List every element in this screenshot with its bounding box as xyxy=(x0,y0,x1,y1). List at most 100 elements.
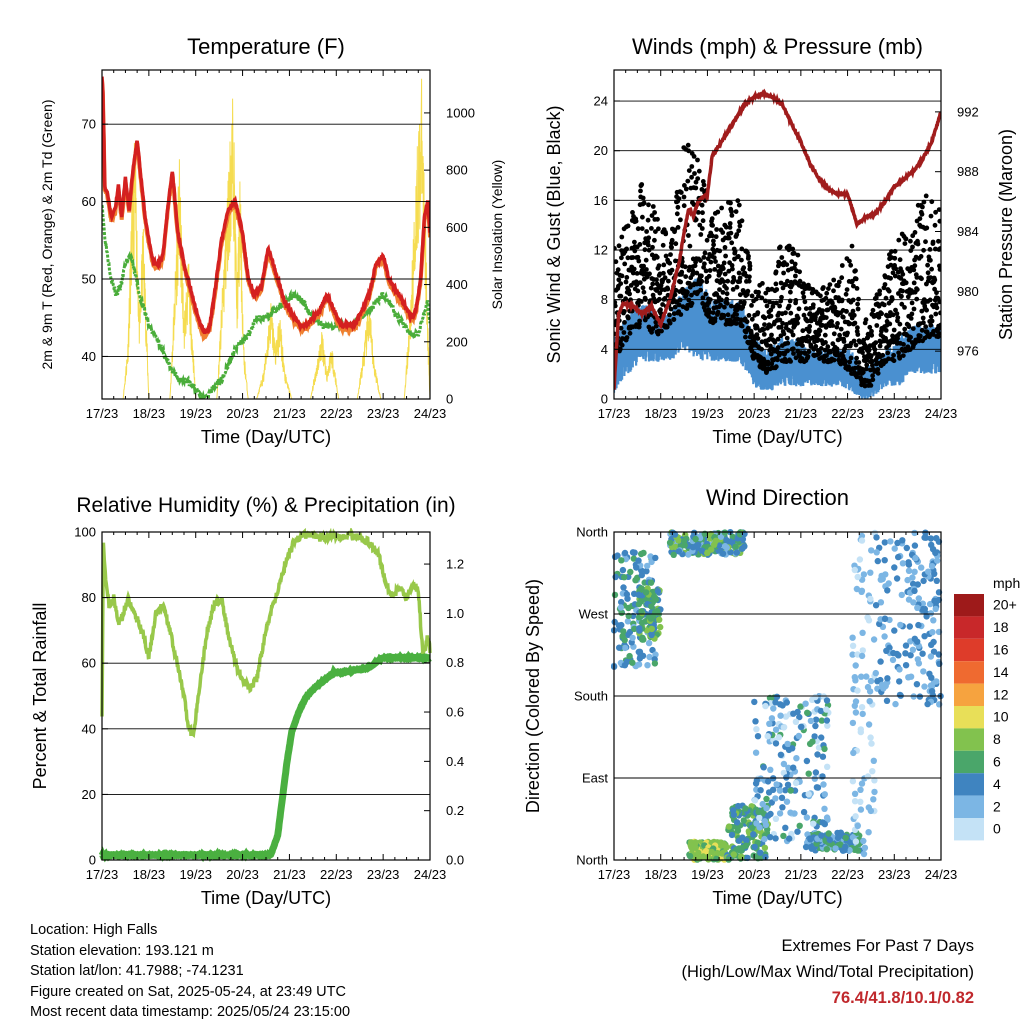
wind-direction-point xyxy=(867,595,874,603)
wind-direction-point xyxy=(870,796,877,803)
gust-point xyxy=(908,316,914,321)
wind-direction-point xyxy=(851,566,858,574)
gust-point xyxy=(695,210,701,215)
gust-point xyxy=(928,257,933,263)
wind-direction-point xyxy=(752,718,759,725)
wind-direction-point xyxy=(854,573,861,581)
gust-point xyxy=(809,290,815,296)
gust-point xyxy=(894,311,900,316)
gust-point xyxy=(896,350,901,356)
wind-direction-point xyxy=(909,646,917,653)
chart3-xtick-label: 22/23 xyxy=(320,867,353,882)
wind-direction-point xyxy=(648,631,655,639)
chart1-ytick-label: 60 xyxy=(82,194,96,209)
gust-point xyxy=(937,267,941,272)
gust-point xyxy=(636,258,642,264)
wind-direction-point xyxy=(649,646,656,654)
gust-point xyxy=(737,275,743,281)
gust-point xyxy=(664,324,670,330)
chart2-ytick-right-label: 988 xyxy=(957,164,979,179)
gust-point xyxy=(897,257,903,263)
wind-direction-point xyxy=(852,709,860,716)
chart1-ylabel-right: Solar Insolation (Yellow) xyxy=(489,160,505,310)
gust-point xyxy=(831,357,837,363)
wind-direction-point xyxy=(865,617,873,624)
gust-point xyxy=(853,342,859,348)
gust-point xyxy=(781,331,787,337)
gust-point xyxy=(641,289,647,295)
gust-point xyxy=(686,168,692,174)
gust-point xyxy=(722,245,728,250)
wind-direction-point xyxy=(881,539,888,546)
gust-point xyxy=(649,252,655,258)
wind-direction-point xyxy=(902,642,910,649)
gust-point xyxy=(917,333,923,339)
gust-point xyxy=(728,200,733,206)
chart3-xlabel: Time (Day/UTC) xyxy=(201,888,331,908)
gust-point xyxy=(703,268,709,274)
gust-point xyxy=(618,281,624,286)
gust-point xyxy=(747,263,753,269)
gust-point xyxy=(619,342,625,348)
gust-point xyxy=(938,322,941,328)
wind-direction-point xyxy=(809,738,816,745)
wind-direction-point xyxy=(804,709,811,716)
gust-point xyxy=(615,267,621,273)
gust-point xyxy=(665,286,671,292)
gust-point xyxy=(733,321,739,326)
wind-direction-point xyxy=(920,577,927,585)
extremes-values: 76.4/41.8/10.1/0.82 xyxy=(831,989,974,1007)
gust-point xyxy=(902,305,907,310)
wind-direction-point xyxy=(624,618,632,625)
gust-point xyxy=(726,235,732,241)
wind-direction-point xyxy=(891,545,898,552)
wind-direction-point xyxy=(867,677,875,685)
wind-direction-point xyxy=(821,805,828,812)
wind-direction-point xyxy=(728,831,736,839)
wind-direction-point xyxy=(786,835,793,842)
gust-point xyxy=(717,287,722,292)
gust-point xyxy=(712,316,718,321)
gust-point xyxy=(924,307,929,313)
wind-direction-point xyxy=(933,577,940,584)
gust-point xyxy=(874,323,880,328)
gust-point xyxy=(914,296,920,302)
gust-point xyxy=(890,312,896,318)
wind-direction-point xyxy=(874,557,881,565)
gust-point xyxy=(870,373,875,379)
wind-direction-point xyxy=(621,574,628,581)
gust-point xyxy=(844,287,850,292)
gust-point xyxy=(720,290,726,295)
chart3-ytick-right-label: 1.2 xyxy=(446,557,464,572)
gust-point xyxy=(690,272,695,277)
gust-point xyxy=(802,299,808,305)
gust-point xyxy=(701,182,707,188)
wind-direction-point xyxy=(636,655,644,662)
wind-direction-point xyxy=(752,749,760,756)
wind-direction-point xyxy=(911,568,918,575)
gust-point xyxy=(870,363,875,368)
wind-direction-point xyxy=(909,580,917,588)
gust-point xyxy=(755,310,761,315)
gust-point xyxy=(654,277,659,283)
gust-point xyxy=(736,270,742,276)
chart1-ylabel: 2m & 9m T (Red, Orange) & 2m Td (Green) xyxy=(39,100,55,370)
wind-direction-point xyxy=(777,751,785,758)
gust-point xyxy=(923,324,929,330)
gust-point xyxy=(800,328,806,334)
wind-direction-point xyxy=(891,627,898,634)
wind-direction-point xyxy=(902,662,910,669)
figure-created: Figure created on Sat, 2025-05-24, at 23… xyxy=(30,983,346,1000)
gust-point xyxy=(723,224,729,230)
wind-direction-point xyxy=(899,560,907,567)
gust-point xyxy=(676,196,682,202)
gust-point xyxy=(645,242,651,248)
gust-point xyxy=(911,280,917,286)
gust-point xyxy=(801,294,807,300)
gust-point xyxy=(739,323,745,329)
chart2-ytick-label: 16 xyxy=(594,193,608,208)
gust-point xyxy=(704,237,710,243)
wind-direction-point xyxy=(930,648,938,655)
wind-direction-point xyxy=(631,625,638,633)
wind-direction-point xyxy=(764,778,772,785)
